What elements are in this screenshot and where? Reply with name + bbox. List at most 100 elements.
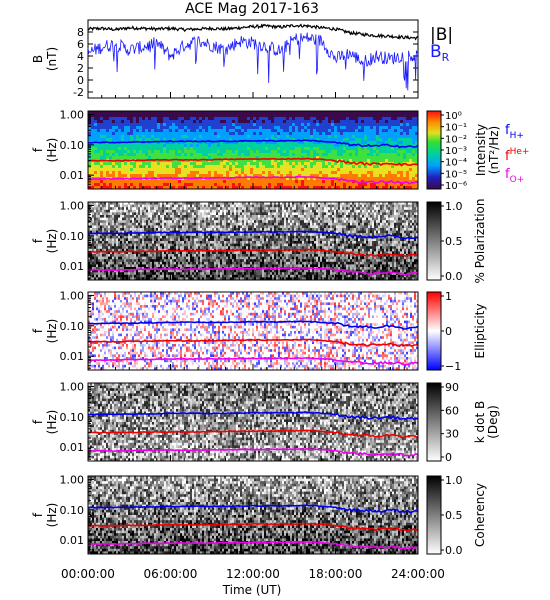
heatmap-cell — [394, 174, 398, 178]
heatmap-cell — [158, 217, 161, 221]
heatmap-cell — [352, 129, 356, 133]
heatmap-cell — [112, 215, 115, 218]
heatmap-cell — [109, 114, 113, 118]
heatmap-cell — [376, 174, 380, 178]
heatmap-cell — [88, 171, 92, 175]
heatmap-cell — [126, 274, 129, 278]
heatmap-cell — [220, 171, 224, 175]
heatmap-cell — [244, 132, 248, 136]
heatmap-cell — [124, 156, 128, 160]
heatmap-cell — [295, 180, 299, 184]
heatmap-cell — [253, 123, 257, 127]
heatmap-cell — [208, 220, 211, 224]
heatmap-cell — [122, 264, 125, 268]
heatmap-cell — [120, 235, 123, 239]
heatmap-cell — [94, 235, 97, 239]
heatmap-cell — [122, 256, 125, 260]
heatmap-cell — [212, 209, 215, 213]
heatmap-cell — [90, 267, 93, 270]
heatmap-cell — [403, 123, 407, 127]
heatmap-cell — [132, 220, 135, 224]
heatmap-cell — [292, 171, 296, 175]
heatmap-cell — [361, 150, 365, 154]
heatmap-cell — [163, 132, 167, 136]
heatmap-cell — [373, 117, 377, 121]
heatmap-cell — [116, 251, 119, 255]
heatmap-cell — [208, 204, 211, 208]
heatmap-cell — [104, 272, 107, 276]
heatmap-cell — [343, 111, 347, 115]
heatmap-cell — [307, 147, 311, 151]
heatmap-cell — [128, 254, 131, 257]
heatmap-cell — [364, 117, 368, 121]
heatmap-cell — [102, 264, 105, 268]
heatmap-cell — [108, 254, 111, 257]
heatmap-cell — [160, 217, 163, 221]
heatmap-cell — [100, 153, 104, 157]
heatmap-cell — [280, 132, 284, 136]
heatmap-cell — [132, 272, 135, 276]
heatmap-cell — [90, 251, 93, 255]
heatmap-cell — [104, 212, 107, 216]
heatmap-cell — [310, 180, 314, 184]
heatmap-cell — [94, 144, 98, 148]
heatmap-cell — [166, 111, 170, 115]
heatmap-cell — [325, 117, 329, 121]
heatmap-cell — [130, 174, 134, 178]
heatmap-cell — [112, 150, 116, 154]
heatmap-cell — [180, 267, 183, 270]
heatmap-cell — [172, 129, 176, 133]
heatmap-cell — [199, 126, 203, 130]
heatmap-cell — [184, 174, 188, 178]
heatmap-cell — [238, 156, 242, 160]
heatmap-cell — [160, 251, 163, 255]
heatmap-cell — [116, 248, 119, 252]
heatmap-cell — [110, 274, 113, 278]
heatmap-cell — [112, 129, 116, 133]
heatmap-cell — [352, 153, 356, 157]
heatmap-cell — [208, 228, 211, 231]
heatmap-cell — [136, 272, 139, 276]
heatmap-cell — [244, 183, 248, 187]
heatmap-cell — [138, 222, 141, 226]
heatmap-cell — [146, 238, 149, 242]
heatmap-cell — [103, 150, 107, 154]
heatmap-cell — [91, 120, 95, 124]
heatmap-cell — [139, 153, 143, 157]
heatmap-cell — [331, 186, 335, 190]
heatmap-cell — [286, 159, 290, 163]
heatmap-cell — [94, 207, 97, 211]
heatmap-cell — [271, 120, 275, 124]
heatmap-cell — [367, 117, 371, 121]
heatmap-cell — [97, 168, 101, 172]
heatmap-cell — [292, 123, 296, 127]
heatmap-cell — [188, 204, 191, 208]
heatmap-cell — [170, 256, 173, 260]
heatmap-cell — [178, 204, 181, 208]
heatmap-cell — [170, 215, 173, 218]
heatmap-cell — [349, 168, 353, 172]
heatmap-cell — [244, 177, 248, 181]
heatmap-cell — [132, 228, 135, 231]
heatmap-cell — [210, 222, 213, 226]
heatmap-cell — [283, 135, 287, 139]
heatmap-cell — [253, 120, 257, 124]
heatmap-cell — [97, 150, 101, 154]
heatmap-cell — [376, 120, 380, 124]
heatmap-cell — [229, 132, 233, 136]
heatmap-cell — [150, 215, 153, 218]
heatmap-cell — [223, 150, 227, 154]
heatmap-cell — [218, 264, 221, 268]
heatmap-cell — [355, 132, 359, 136]
heatmap-cell — [268, 156, 272, 160]
heatmap-cell — [174, 228, 177, 231]
heatmap-cell — [194, 274, 197, 278]
heatmap-cell — [301, 174, 305, 178]
heatmap-cell — [364, 186, 368, 190]
heatmap-cell — [202, 153, 206, 157]
heatmap-cell — [403, 120, 407, 124]
heatmap-cell — [247, 123, 251, 127]
heatmap-cell — [304, 162, 308, 166]
heatmap-cell — [151, 111, 155, 115]
heatmap-cell — [216, 277, 219, 281]
